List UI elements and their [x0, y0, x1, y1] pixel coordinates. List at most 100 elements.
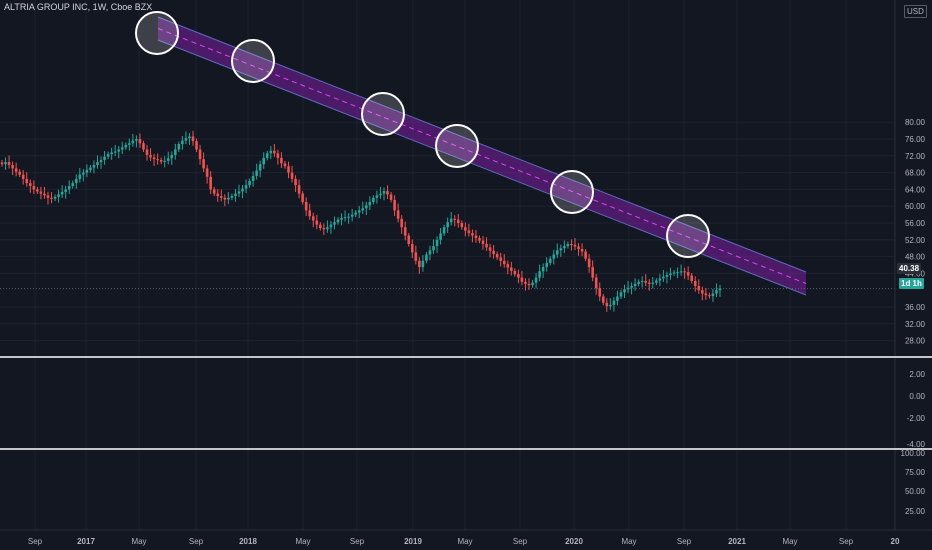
candle-body: [612, 300, 616, 305]
time-tick-label: 20: [891, 537, 900, 546]
candle-body: [697, 286, 701, 291]
candle-body: [244, 185, 248, 189]
candle-body: [584, 251, 587, 259]
highlight-circle: [435, 124, 479, 168]
candle-body: [375, 195, 379, 198]
candle-body: [74, 178, 78, 184]
candle-body: [647, 282, 651, 284]
candle-body: [195, 141, 198, 150]
candle-body: [594, 277, 598, 289]
highlight-circle: [231, 39, 275, 83]
candle-body: [393, 199, 396, 211]
price-tick-label: 56.00: [905, 219, 926, 228]
candle-body: [57, 194, 60, 197]
time-tick-label: 2018: [239, 537, 257, 546]
osc2-tick-label: 25.00: [905, 507, 926, 516]
candle-body: [46, 195, 50, 198]
osc2-tick-label: 75.00: [905, 468, 926, 477]
candle-body: [28, 183, 32, 187]
candle-body: [474, 235, 478, 239]
candle-body: [708, 295, 711, 297]
candle-body: [502, 260, 506, 265]
candle-body: [216, 193, 220, 197]
symbol-header: ALTRIA GROUP INC, 1W, Cboe BZX: [4, 2, 153, 12]
highlight-circle: [550, 170, 594, 214]
candle-body: [350, 214, 354, 217]
candle-body: [605, 302, 609, 307]
candle-body: [21, 174, 25, 179]
highlight-circle: [361, 92, 405, 136]
candle-body: [43, 193, 46, 196]
candle-body: [534, 277, 538, 283]
time-tick-label: 2021: [728, 537, 746, 546]
candle-body: [145, 149, 149, 155]
candle-body: [248, 181, 251, 186]
candle-body: [418, 260, 421, 268]
candle-body: [683, 271, 686, 273]
candle-body: [103, 156, 106, 160]
candle-body: [280, 157, 283, 164]
candle-body: [492, 250, 495, 255]
candle-body: [439, 233, 442, 240]
countdown-tag: 1d 1h: [899, 278, 924, 289]
time-tick-label: May: [131, 537, 146, 546]
candle-body: [64, 189, 67, 192]
candle-body: [166, 158, 170, 161]
candle-body: [322, 228, 326, 230]
candle-body: [686, 272, 690, 276]
candle-body: [124, 144, 128, 148]
time-tick-label: 2020: [565, 537, 583, 546]
candle-body: [421, 260, 425, 268]
candle-body: [396, 210, 400, 219]
candle-body: [110, 152, 113, 155]
candle-body: [67, 186, 71, 190]
channel-midline: [157, 28, 807, 284]
candle-body: [715, 290, 718, 294]
time-tick-label: 2019: [404, 537, 422, 546]
time-tick-label: Sep: [839, 537, 854, 546]
candle-body: [96, 162, 99, 166]
candle-body: [82, 172, 85, 175]
candle-body: [368, 202, 372, 206]
candle-body: [152, 157, 156, 160]
time-tick-label: Sep: [677, 537, 692, 546]
candle-body: [379, 193, 382, 196]
candle-body: [304, 202, 308, 211]
candle-body: [676, 272, 679, 274]
candle-body: [679, 271, 683, 273]
candle-body: [191, 136, 195, 142]
candle-body: [36, 189, 39, 192]
candle-body: [347, 216, 350, 218]
candle-body: [209, 176, 212, 190]
candle-body: [403, 227, 407, 236]
candle-body: [623, 289, 626, 293]
candle-body: [601, 296, 605, 303]
highlight-circle: [135, 11, 179, 55]
candle-body: [50, 197, 53, 199]
candle-body: [556, 250, 559, 255]
candle-body: [563, 246, 566, 249]
time-tick-label: Sep: [189, 537, 204, 546]
candle-body: [71, 183, 75, 187]
candle-body: [655, 280, 658, 283]
candle-body: [669, 273, 672, 276]
candle-body: [128, 143, 131, 145]
candle-body: [32, 186, 36, 190]
candle-body: [541, 267, 545, 272]
candle-body: [25, 178, 29, 184]
osc2-tick-label: 100.00: [901, 449, 926, 458]
candle-body: [340, 217, 343, 220]
candle-body: [488, 247, 492, 251]
candle-body: [520, 277, 524, 282]
candle-body: [269, 150, 273, 154]
candle-body: [428, 250, 432, 255]
candle-body: [407, 235, 411, 244]
candle-body: [0, 162, 4, 165]
candle-body: [400, 218, 403, 228]
candle-body: [672, 272, 676, 274]
candle-body: [361, 208, 365, 211]
candle-body: [506, 264, 510, 268]
price-tick-label: 64.00: [905, 185, 926, 194]
